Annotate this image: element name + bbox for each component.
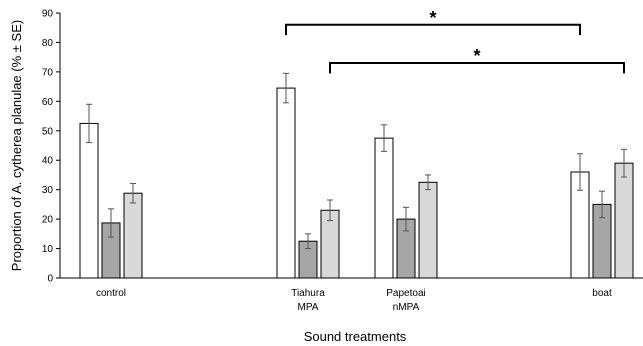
bar bbox=[79, 122, 99, 279]
y-tick-label: 90 bbox=[42, 9, 54, 20]
y-tick-label: 10 bbox=[42, 244, 54, 255]
bar-series bbox=[79, 87, 634, 279]
bar bbox=[276, 87, 296, 279]
x-category-label: nMPA bbox=[393, 302, 420, 313]
y-axis-title: Proportion of A. cytherea planulae (% ± … bbox=[9, 20, 24, 271]
y-tick-label: 80 bbox=[42, 38, 54, 49]
y-tick-label: 60 bbox=[42, 97, 54, 108]
x-category-label: boat bbox=[592, 288, 612, 299]
x-category-label: control bbox=[96, 288, 126, 299]
x-category-label: Papetoai bbox=[386, 288, 425, 299]
bar bbox=[374, 137, 394, 279]
y-axis-ticks: 0 10 20 30 40 50 60 70 80 90 bbox=[42, 9, 60, 285]
y-tick-label: 30 bbox=[42, 185, 54, 196]
x-category-label: Tiahura bbox=[291, 288, 325, 299]
bar bbox=[123, 192, 143, 279]
significance-bracket bbox=[329, 62, 625, 74]
y-tick-label: 50 bbox=[42, 126, 54, 137]
y-tick-label: 70 bbox=[42, 67, 54, 78]
x-axis-title: Sound treatments bbox=[304, 329, 407, 344]
bar bbox=[614, 162, 634, 279]
y-tick-label: 40 bbox=[42, 156, 54, 167]
y-tick-label: 0 bbox=[47, 274, 53, 285]
significance-star: * bbox=[429, 8, 436, 28]
significance-bracket bbox=[285, 23, 581, 36]
significance-annotations: ** bbox=[285, 8, 625, 74]
significance-star: * bbox=[473, 46, 480, 66]
y-tick-label: 20 bbox=[42, 215, 54, 226]
error-bars bbox=[86, 72, 627, 250]
bar bbox=[418, 181, 438, 279]
x-category-label: MPA bbox=[298, 302, 319, 313]
x-axis-categories: control Tiahura MPA Papetoai nMPA boat bbox=[96, 288, 612, 313]
